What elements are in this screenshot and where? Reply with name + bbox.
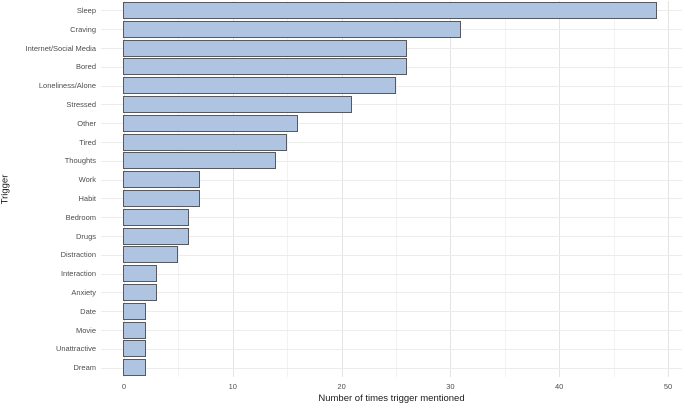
y-tick-label: Bedroom — [65, 212, 96, 222]
y-tick-label: Date — [80, 306, 96, 316]
gridline-row — [101, 349, 682, 350]
gridline-minor-x5 — [178, 1, 180, 377]
y-tick-label: Anxiety — [71, 287, 96, 297]
gridline-row — [101, 198, 682, 199]
gridline-major-x20 — [341, 1, 343, 377]
gridline-row — [101, 104, 682, 105]
y-tick-label: Distraction — [60, 250, 96, 260]
gridline-row — [101, 368, 682, 369]
bar-tired — [123, 133, 288, 151]
bar-internet-social-media — [123, 39, 407, 57]
gridline-major-x30 — [450, 1, 452, 377]
y-tick-label: Craving — [70, 24, 96, 34]
bar-work — [123, 171, 201, 189]
y-tick-label: Interaction — [60, 269, 96, 279]
gridline-minor-x45 — [613, 1, 615, 377]
bar-drugs — [123, 227, 190, 245]
bar-loneliness-alone — [123, 77, 396, 95]
bar-thoughts — [123, 152, 277, 170]
y-tick-label: Internet/Social Media — [25, 43, 96, 53]
gridline-row — [101, 274, 682, 275]
y-tick-label: Stressed — [66, 99, 96, 109]
bar-interaction — [123, 265, 157, 283]
gridline-row — [101, 255, 682, 256]
bar-dream — [123, 359, 146, 377]
y-tick-label: Tired — [79, 137, 96, 147]
x-axis-title: Number of times trigger mentioned — [318, 393, 465, 404]
gridline-major-x50 — [668, 1, 669, 377]
y-tick-label: Bored — [75, 62, 96, 72]
gridline-major-x40 — [559, 1, 561, 377]
gridline-row — [101, 330, 682, 331]
x-tick-label: 50 — [663, 382, 673, 391]
gridline-row — [101, 292, 682, 293]
gridline-major-x0 — [124, 1, 125, 377]
gridline-row — [101, 142, 682, 143]
y-tick-label: Loneliness/Alone — [38, 81, 96, 91]
bar-movie — [123, 321, 146, 339]
gridline-row — [101, 123, 682, 124]
bar-unattractive — [123, 340, 146, 358]
bar-bedroom — [123, 208, 190, 226]
bar-distraction — [123, 246, 179, 264]
bar-date — [123, 302, 146, 320]
y-tick-label: Sleep — [76, 5, 96, 15]
gridline-minor-x35 — [504, 1, 506, 377]
y-tick-label: Other — [77, 118, 96, 128]
y-tick-label: Movie — [75, 325, 96, 335]
x-axis-tick-labels: 0 10 20 30 40 50 — [0, 382, 685, 392]
bar-other — [123, 114, 299, 132]
y-axis-labels: Sleep Craving Internet/Social Media Bored Lo… — [0, 1, 96, 377]
x-tick-label: 0 — [121, 382, 127, 391]
gridline-row — [101, 161, 682, 162]
gridline-minor-x25 — [396, 1, 397, 377]
x-tick-label: 40 — [555, 382, 564, 391]
y-tick-label: Drugs — [75, 231, 96, 241]
x-tick-label: 30 — [446, 382, 455, 391]
plot-panel — [101, 1, 682, 377]
bar-habit — [123, 189, 201, 207]
gridline-row — [101, 180, 682, 181]
gridline-major-x10 — [232, 1, 234, 377]
gridline-row — [101, 217, 682, 218]
gridline-row — [101, 236, 682, 237]
gridline-minor-x15 — [287, 1, 289, 377]
y-tick-label: Dream — [73, 363, 96, 373]
x-tick-label: 10 — [228, 382, 237, 391]
bar-anxiety — [123, 283, 157, 301]
bar-bored — [123, 58, 407, 76]
y-tick-label: Work — [78, 175, 96, 185]
bar-sleep — [123, 1, 658, 19]
y-tick-label: Thoughts — [64, 156, 96, 166]
y-tick-label: Unattractive — [55, 344, 96, 354]
gridline-row — [101, 311, 682, 312]
bar-stressed — [123, 95, 353, 113]
bar-craving — [123, 20, 462, 38]
x-tick-label: 20 — [337, 382, 346, 391]
y-tick-label: Habit — [78, 193, 96, 203]
